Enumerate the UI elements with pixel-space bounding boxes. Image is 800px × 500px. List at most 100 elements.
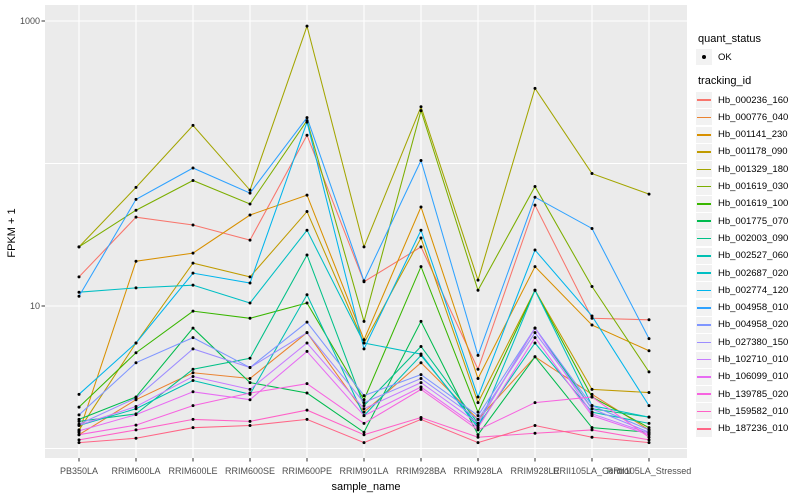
x-tick-label: RRIM928LA [453,466,503,476]
legend-key-box [696,230,712,247]
data-point [362,441,366,445]
x-tick-label: RRII105LA_Control [552,466,632,476]
data-point [419,381,423,385]
data-point [419,344,423,348]
data-point [248,366,252,370]
data-point [419,376,423,380]
data-point [419,417,423,421]
data-point [248,281,252,285]
legend-item-Hb_000776_040: Hb_000776_040 [696,109,789,126]
x-tick-label: RRIM600LE [168,466,218,476]
legend-line-swatch [697,185,711,188]
data-point [248,398,252,402]
data-point [134,413,138,417]
data-point [476,353,480,357]
legend-item-label: Hb_139785_020 [718,388,789,400]
legend-line-swatch [697,306,711,309]
data-point [647,426,651,430]
data-point [248,213,252,217]
data-point [419,236,423,240]
x-tick-label: RRIM901LA [339,466,389,476]
legend-item-Hb_004958_020: Hb_004958_020 [696,316,788,333]
legend-item-Hb_002774_120: Hb_002774_120 [696,282,789,299]
legend: quant_status OK tracking_id Hb_000236_16… [696,0,800,500]
data-point [191,390,195,394]
data-point [134,396,138,400]
data-point [191,283,195,287]
legend-item-label: Hb_000236_160 [718,94,789,106]
data-point [476,441,480,445]
data-point [647,391,651,395]
legend-item-Hb_001619_100: Hb_001619_100 [696,195,788,212]
legend-item-label: Hb_000776_040 [718,111,789,123]
legend-line-swatch [697,428,711,430]
data-point [419,158,423,162]
legend-item-label: Hb_002687_020 [718,267,789,279]
data-point [77,413,81,417]
data-point [362,245,366,249]
data-point [647,415,651,419]
data-point [476,395,480,399]
data-point [533,86,537,90]
data-point [419,228,423,232]
data-point [533,265,537,269]
data-point [476,401,480,405]
data-point [77,405,81,409]
data-point [647,337,651,341]
legend-key-box [696,282,712,299]
data-point [362,433,366,437]
legend-item-Hb_139785_020: Hb_139785_020 [696,386,789,403]
legend-item-Hb_002003_090: Hb_002003_090 [696,230,788,247]
data-point [476,417,480,421]
data-point [533,401,537,405]
y-axis-title: FPKM + 1 [6,208,18,258]
data-point [77,419,81,423]
data-point [590,435,594,439]
data-point [533,431,537,435]
data-point [476,278,480,282]
data-point [647,370,651,374]
data-point [647,421,651,425]
data-point [533,288,537,292]
data-point [77,429,81,433]
data-point [134,361,138,365]
legend-key-box [696,213,712,230]
data-point [248,387,252,391]
data-point [362,398,366,402]
legend-title-tracking-id: tracking_id [698,75,752,87]
data-point [77,423,81,427]
data-point [248,275,252,279]
data-point [305,293,309,297]
data-point [419,109,423,113]
data-point [533,195,537,199]
legend-item-label: Hb_001329_180 [718,163,789,175]
legend-item-label: Hb_001619_030 [718,181,789,192]
data-point [191,326,195,330]
legend-item-Hb_001619_030: Hb_001619_030 [696,178,789,195]
data-point [248,188,252,192]
data-point [305,24,309,28]
x-tick-label: RRIM928BA [395,466,447,476]
data-point [191,178,195,182]
data-point [134,341,138,345]
legend-key-box [696,265,712,281]
data-point [590,314,594,318]
legend-key-box [696,126,712,143]
data-point [476,433,480,437]
legend-line-swatch [697,116,711,119]
data-point [191,223,195,227]
data-point [590,428,594,432]
data-point [590,172,594,176]
legend-item-label: Hb_002774_120 [718,284,789,296]
data-point [647,404,651,408]
data-point [533,248,537,252]
data-point [362,279,366,283]
data-point [647,318,651,322]
x-tick-label: RRIM600LA [111,466,161,476]
data-point [305,253,309,257]
data-point [362,414,366,418]
legend-item-label: Hb_159582_010 [718,405,789,417]
data-point [134,407,138,411]
data-point [248,376,252,380]
